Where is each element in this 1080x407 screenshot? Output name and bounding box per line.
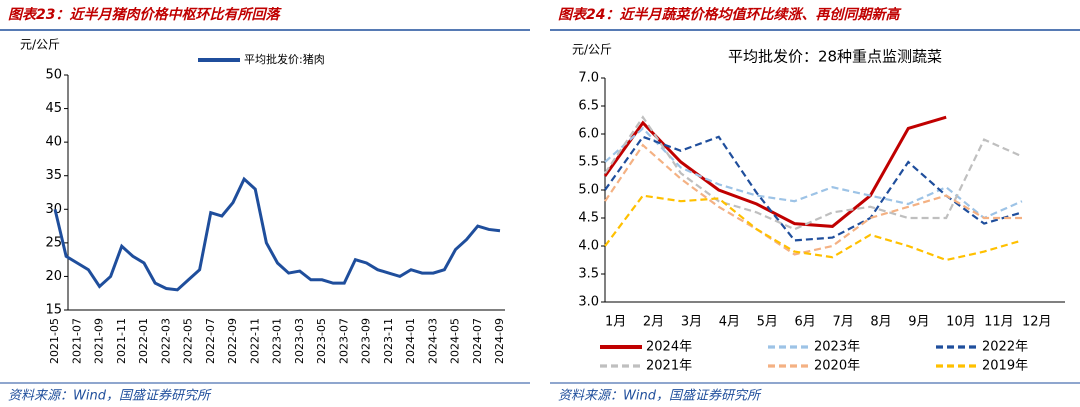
x-tick-label: 2024-01 bbox=[404, 318, 417, 364]
x-tick-label: 2024-05 bbox=[449, 318, 462, 364]
series-line bbox=[53, 176, 501, 292]
x-tick-label: 9月 bbox=[908, 315, 929, 330]
x-tick-label: 12月 bbox=[1022, 315, 1052, 330]
x-tick-label: 2023-07 bbox=[337, 318, 350, 364]
y-tick-label: 3.5 bbox=[578, 267, 599, 282]
legend-label: 2020年 bbox=[814, 359, 860, 374]
x-tick-label: 2023-05 bbox=[315, 318, 328, 364]
series-line bbox=[604, 126, 1023, 220]
y-axis-label: 元/公斤 bbox=[572, 43, 612, 57]
y-tick-label: 50 bbox=[45, 68, 62, 83]
y-axis-label: 元/公斤 bbox=[20, 38, 60, 52]
y-tick-label: 30 bbox=[45, 202, 62, 217]
x-tick-label: 2022-01 bbox=[137, 318, 150, 364]
y-tick-label: 7.0 bbox=[578, 71, 599, 86]
x-tick-label: 2021-07 bbox=[70, 318, 83, 364]
x-tick-label: 7月 bbox=[832, 315, 853, 330]
x-tick-label: 2022-07 bbox=[204, 318, 217, 364]
y-tick-label: 40 bbox=[45, 135, 62, 150]
legend-label: 2022年 bbox=[982, 340, 1028, 355]
series-line bbox=[604, 194, 1023, 262]
legend-label: 2024年 bbox=[646, 340, 692, 355]
source: 资料来源：Wind，国盛证券研究所 bbox=[558, 388, 762, 404]
series-line bbox=[603, 115, 947, 228]
x-tick-label: 2021-09 bbox=[93, 318, 106, 364]
x-tick-label: 2022-11 bbox=[248, 318, 261, 364]
x-tick-label: 11月 bbox=[984, 315, 1014, 330]
x-tick-label: 6月 bbox=[795, 315, 816, 330]
y-tick-label: 4.0 bbox=[578, 239, 599, 254]
x-tick-label: 5月 bbox=[757, 315, 778, 330]
x-tick-label: 2月 bbox=[643, 315, 664, 330]
y-tick-label: 5.0 bbox=[578, 183, 599, 198]
x-tick-label: 2022-09 bbox=[226, 318, 239, 364]
x-tick-label: 2022-03 bbox=[159, 318, 172, 364]
y-tick-label: 20 bbox=[45, 269, 62, 284]
legend-label: 2023年 bbox=[814, 340, 860, 355]
x-tick-label: 1月 bbox=[605, 315, 626, 330]
series-line bbox=[604, 135, 1023, 242]
y-tick-label: 25 bbox=[45, 235, 62, 250]
x-tick-label: 8月 bbox=[870, 315, 891, 330]
y-tick-label: 5.5 bbox=[578, 155, 599, 170]
x-tick-label: 2023-03 bbox=[293, 318, 306, 364]
series-line bbox=[604, 115, 1023, 231]
x-tick-label: 2024-09 bbox=[493, 318, 506, 364]
y-tick-label: 6.0 bbox=[578, 127, 599, 142]
x-tick-label: 10月 bbox=[946, 315, 976, 330]
chart-title: 图表23：近半月猪肉价格中枢环比有所回落 bbox=[8, 6, 282, 23]
y-tick-label: 4.5 bbox=[578, 211, 599, 226]
legend-label: 2019年 bbox=[982, 359, 1028, 374]
y-tick-label: 35 bbox=[45, 168, 62, 183]
x-tick-label: 2023-09 bbox=[360, 318, 373, 364]
x-tick-label: 2023-11 bbox=[382, 318, 395, 364]
x-tick-label: 2021-05 bbox=[48, 318, 61, 364]
legend-label: 平均批发价:猪肉 bbox=[244, 52, 325, 66]
x-tick-label: 2024-07 bbox=[471, 318, 484, 364]
x-tick-label: 2021-11 bbox=[115, 318, 128, 364]
y-tick-label: 45 bbox=[45, 101, 62, 116]
x-tick-label: 2023-01 bbox=[271, 318, 284, 364]
x-tick-label: 3月 bbox=[681, 315, 702, 330]
subtitle: 平均批发价：28种重点监测蔬菜 bbox=[728, 48, 942, 66]
y-tick-label: 15 bbox=[45, 303, 62, 318]
x-tick-label: 2022-05 bbox=[182, 318, 195, 364]
source: 资料来源：Wind，国盛证券研究所 bbox=[8, 388, 212, 404]
chart-title: 图表24：近半月蔬菜价格均值环比续涨、再创同期新高 bbox=[558, 6, 902, 23]
y-tick-label: 6.5 bbox=[578, 99, 599, 114]
x-tick-label: 4月 bbox=[719, 315, 740, 330]
legend-label: 2021年 bbox=[646, 359, 692, 374]
x-tick-label: 2024-03 bbox=[426, 318, 439, 364]
y-tick-label: 3.0 bbox=[578, 295, 599, 310]
